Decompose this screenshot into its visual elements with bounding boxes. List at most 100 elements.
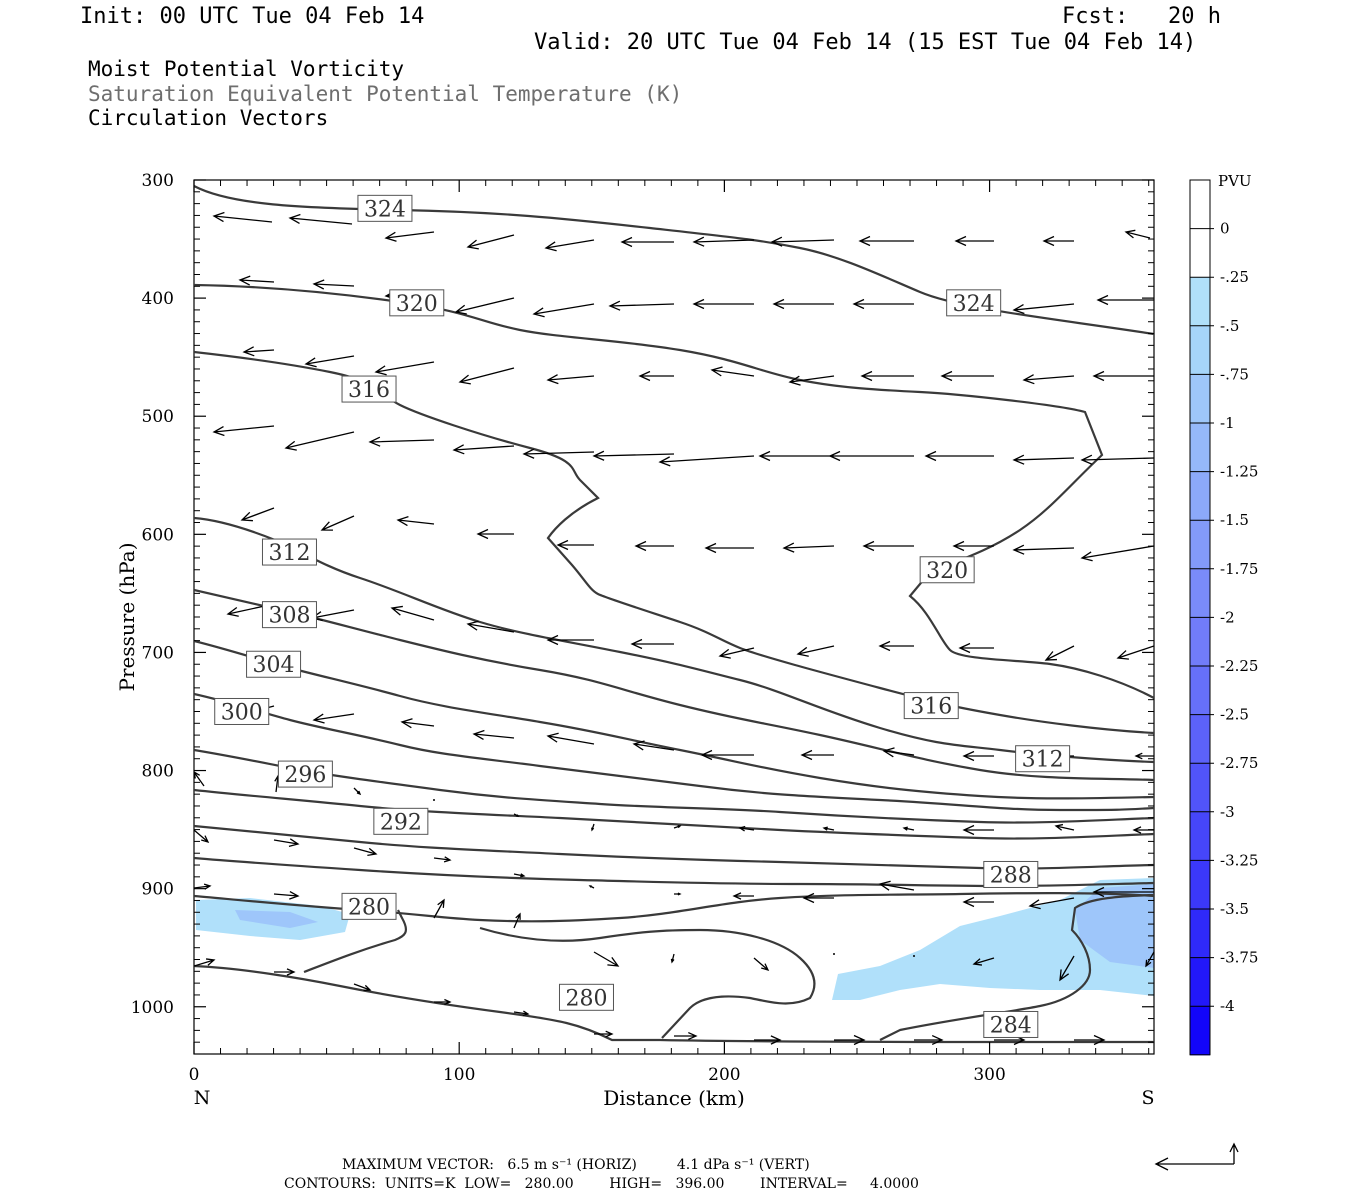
contour-label: 316: [910, 695, 952, 720]
circulation-vector: [304, 355, 355, 368]
circulation-vector: [1092, 886, 1154, 898]
circulation-vector: [902, 826, 915, 831]
circulation-vector: [914, 1034, 944, 1046]
circulation-vector: [593, 951, 620, 967]
circulation-vector: [240, 507, 275, 522]
circulation-vector: [962, 896, 994, 908]
pv-shading: [196, 878, 1154, 1000]
circulation-vector: [822, 826, 835, 831]
x-axis-title: Distance (km): [603, 1086, 745, 1110]
colorbar-segment: [1190, 714, 1210, 764]
contour-label-box: [214, 697, 270, 725]
circulation-vector: [273, 838, 300, 848]
circulation-vector: [770, 236, 835, 247]
colorbar-label: -1: [1220, 414, 1235, 432]
contour-label: 296: [284, 763, 326, 788]
circulation-vector: [400, 718, 435, 729]
contour-label: 284: [990, 1013, 1032, 1038]
circulation-vector: [782, 542, 835, 553]
contour-label-box: [946, 289, 1002, 317]
circulation-vector: [433, 799, 435, 801]
circulation-vector: [862, 540, 914, 552]
circulation-vector: [962, 750, 994, 762]
circulation-vector: [1012, 544, 1075, 555]
circulation-vector: [828, 450, 914, 462]
contour-label-box: [341, 375, 397, 403]
circulation-vector: [1092, 370, 1154, 382]
y-tick-label: 700: [142, 643, 174, 663]
colorbar-label: -2.5: [1220, 706, 1249, 724]
circulation-vector: [592, 450, 675, 461]
circulation-vector: [732, 892, 754, 900]
colorbar-segment: [1190, 520, 1210, 570]
circulation-vector: [958, 642, 994, 654]
contour-label: 320: [396, 292, 438, 317]
circulation-vector: [288, 213, 353, 225]
y-tick-label: 1000: [131, 998, 174, 1018]
circulation-vector: [546, 732, 595, 745]
circulation-vector: [860, 370, 914, 382]
colorbar-segment: [1190, 666, 1210, 716]
init-time: Init: 00 UTC Tue 04 Feb 14: [80, 4, 425, 29]
circulation-vector: [758, 450, 834, 462]
circulation-vector: [700, 749, 754, 761]
circulation-vector: [1028, 897, 1075, 910]
colorbar-segment: [1190, 180, 1210, 230]
circulation-vector: [630, 638, 674, 650]
circulation-vector: [796, 645, 835, 657]
colorbar-segment: [1190, 1006, 1210, 1056]
contour-label-box: [357, 194, 413, 222]
colorbar-label: -1.75: [1220, 560, 1258, 578]
circulation-vector: [390, 605, 435, 621]
contour-label: 312: [1022, 748, 1064, 773]
circulation-vector: [532, 303, 595, 318]
circulation-vector: [913, 955, 915, 957]
circulation-vector: [954, 235, 994, 247]
circulation-vector: [433, 898, 445, 919]
colorbar-label: -3: [1220, 803, 1235, 821]
circulation-vector: [1124, 229, 1151, 239]
circulation-vector: [194, 829, 210, 844]
y-tick-label: 300: [142, 171, 174, 191]
x-tick-label: 0: [189, 1065, 200, 1085]
contour-label-box: [277, 760, 333, 788]
circulation-vector: [353, 787, 362, 796]
contour-label-box: [983, 860, 1039, 888]
circulation-vector: [454, 297, 515, 315]
circulation-vector: [788, 375, 835, 386]
colorbar: PVU 0 -.25 -.5 -.75 -1 -1.25 -1.5 -1.75 -2 -2.25 -2…: [1189, 172, 1258, 1056]
colorbar-label: -3.75: [1220, 949, 1258, 967]
colorbar-segment: [1190, 909, 1210, 959]
colorbar-segment: [1190, 860, 1210, 910]
circulation-vector: [194, 883, 212, 890]
colorbar-label: -2.25: [1220, 657, 1258, 675]
x-left-end-label: N: [194, 1087, 211, 1109]
contour-label: 320: [926, 559, 968, 584]
circulation-vector: [594, 1030, 614, 1038]
colorbar-label: -.75: [1220, 365, 1249, 383]
circulation-vector: [472, 729, 515, 741]
circulation-vector: [718, 647, 755, 659]
circulation-vector: [972, 957, 995, 966]
circulation-vector: [692, 298, 754, 310]
colorbar-label: -1.5: [1220, 511, 1249, 529]
colorbar-segment: [1190, 568, 1210, 618]
circulation-vector: [238, 275, 275, 286]
circulation-vector: [312, 279, 355, 290]
circulation-vector: [273, 890, 300, 900]
colorbar-label: -1.25: [1220, 463, 1258, 481]
circulation-vector: [312, 713, 355, 724]
circulation-vector: [834, 1034, 866, 1046]
colorbar-label: -4: [1220, 997, 1235, 1015]
colorbar-label: -2.75: [1220, 754, 1258, 772]
circulation-vector: [772, 298, 834, 310]
colorbar-segment: [1190, 957, 1210, 1007]
circulation-vector: [858, 235, 914, 247]
colorbar-label: 0: [1220, 220, 1230, 238]
axes: 0 100 200 300 300 400 500 600 700 800 900 1000: [131, 171, 1154, 1085]
circulation-vector: [556, 539, 594, 551]
circulation-vector: [940, 370, 994, 382]
circulation-vector: [1074, 1034, 1106, 1046]
contour-labels: 324 324 320 320 316 316 312 312 308 304 300 296 292 2…: [214, 194, 1071, 1038]
